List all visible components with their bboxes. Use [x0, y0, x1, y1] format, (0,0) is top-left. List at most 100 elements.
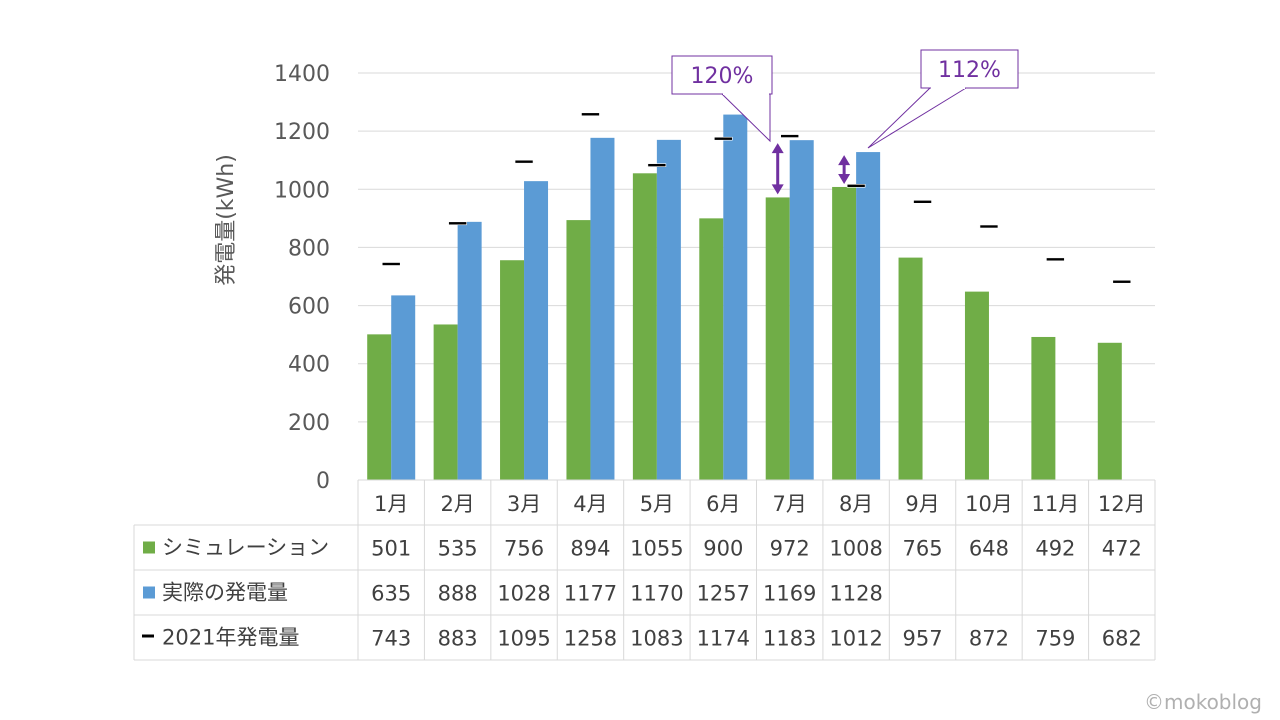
- data-label: 1055: [630, 537, 683, 561]
- data-label: 1095: [497, 627, 550, 651]
- data-label: 1174: [697, 627, 750, 651]
- data-label: 1258: [564, 627, 617, 651]
- x-tick-label: 3月: [507, 492, 541, 516]
- bar-simulation: [832, 186, 857, 480]
- y-tick-label: 200: [288, 411, 330, 436]
- callout-pointer: [867, 87, 967, 149]
- bar-actual: [723, 114, 748, 480]
- y-tick-label: 400: [288, 353, 330, 378]
- legend-label: シミュレーション: [162, 536, 329, 560]
- bar-simulation: [367, 334, 392, 480]
- y-tick-label: 0: [316, 469, 330, 494]
- y-axis-label: 発電量(kWh): [214, 154, 239, 286]
- bar-simulation: [765, 197, 790, 480]
- data-label: 743: [371, 627, 411, 651]
- bar-simulation: [1031, 336, 1056, 480]
- ratio-arrow-head: [838, 173, 851, 184]
- data-label: 1008: [829, 537, 882, 561]
- data-label: 1012: [829, 627, 882, 651]
- marker-2021: [846, 183, 866, 188]
- data-label: 1128: [829, 582, 882, 606]
- watermark: ©mokoblog: [1143, 690, 1262, 714]
- x-tick-label: 11月: [1032, 492, 1080, 516]
- callout-pointer: [721, 93, 771, 143]
- data-label: 492: [1035, 537, 1075, 561]
- y-tick-label: 1400: [274, 62, 330, 87]
- bar-simulation: [898, 257, 923, 480]
- marker-2021: [381, 262, 401, 266]
- callout-box: [920, 49, 1019, 89]
- data-label: 501: [371, 537, 411, 561]
- marker-2021: [1046, 257, 1065, 262]
- data-label: 883: [438, 627, 478, 651]
- marker-2021: [979, 224, 999, 229]
- bar-simulation: [964, 291, 989, 480]
- data-label: 900: [703, 537, 743, 561]
- x-tick-label: 6月: [706, 492, 740, 516]
- data-label: 759: [1035, 627, 1075, 651]
- bar-actual: [524, 181, 549, 480]
- bar-simulation: [632, 173, 657, 480]
- data-label: 535: [438, 537, 478, 561]
- bar-actual: [656, 139, 681, 480]
- data-label: 1028: [497, 582, 550, 606]
- legend-label: 実際の発電量: [162, 581, 288, 605]
- callout-label: 120%: [691, 64, 754, 89]
- data-label: 1083: [630, 627, 683, 651]
- x-tick-label: 5月: [640, 492, 674, 516]
- marker-2021: [514, 159, 534, 164]
- ratio-arrow-head: [771, 143, 784, 154]
- x-tick-label: 8月: [839, 492, 873, 516]
- x-tick-label: 12月: [1098, 492, 1146, 516]
- bar-actual: [789, 140, 814, 480]
- data-label: 1177: [564, 582, 617, 606]
- x-tick-label: 4月: [573, 492, 607, 516]
- data-label: 1170: [630, 582, 683, 606]
- x-tick-label: 1月: [374, 492, 408, 516]
- y-tick-label: 800: [288, 236, 330, 261]
- data-label: 1183: [763, 627, 816, 651]
- data-label: 872: [969, 627, 1009, 651]
- callout-box: [671, 55, 773, 95]
- x-tick-label: 10月: [965, 492, 1013, 516]
- y-tick-label: 1200: [274, 120, 330, 145]
- legend-label: 2021年発電量: [162, 626, 299, 650]
- bar-simulation: [699, 218, 724, 480]
- bar-actual: [856, 152, 881, 480]
- data-label: 472: [1102, 537, 1142, 561]
- marker-2021: [448, 221, 467, 226]
- data-label: 756: [504, 537, 544, 561]
- marker-2021: [780, 134, 800, 138]
- marker-2021: [713, 136, 733, 141]
- y-tick-label: 1000: [274, 178, 330, 203]
- marker-2021: [1112, 279, 1132, 284]
- ratio-arrow-head: [771, 184, 784, 195]
- bar-simulation: [433, 324, 458, 480]
- marker-2021: [581, 112, 600, 117]
- y-tick-label: 600: [288, 295, 330, 320]
- bar-simulation: [566, 220, 591, 480]
- ratio-arrow-head: [838, 155, 851, 166]
- data-label: 1169: [763, 582, 816, 606]
- legend-swatch: [143, 541, 155, 554]
- x-tick-label: 2月: [440, 492, 474, 516]
- data-label: 648: [969, 537, 1009, 561]
- x-tick-label: 9月: [905, 492, 939, 516]
- marker-2021: [913, 199, 932, 204]
- bar-actual: [457, 221, 482, 481]
- bar-simulation: [500, 260, 525, 480]
- data-label: 888: [438, 582, 478, 606]
- data-label: 972: [770, 537, 810, 561]
- data-label: 957: [902, 627, 942, 651]
- marker-2021: [647, 163, 667, 167]
- bar-actual: [391, 295, 416, 480]
- legend-swatch: [143, 586, 155, 599]
- callout-label: 112%: [938, 58, 1001, 83]
- data-label: 894: [570, 537, 610, 561]
- x-tick-label: 7月: [773, 492, 807, 516]
- data-label: 1257: [697, 582, 750, 606]
- data-label: 635: [371, 582, 411, 606]
- data-label: 682: [1102, 627, 1142, 651]
- bar-actual: [590, 137, 615, 480]
